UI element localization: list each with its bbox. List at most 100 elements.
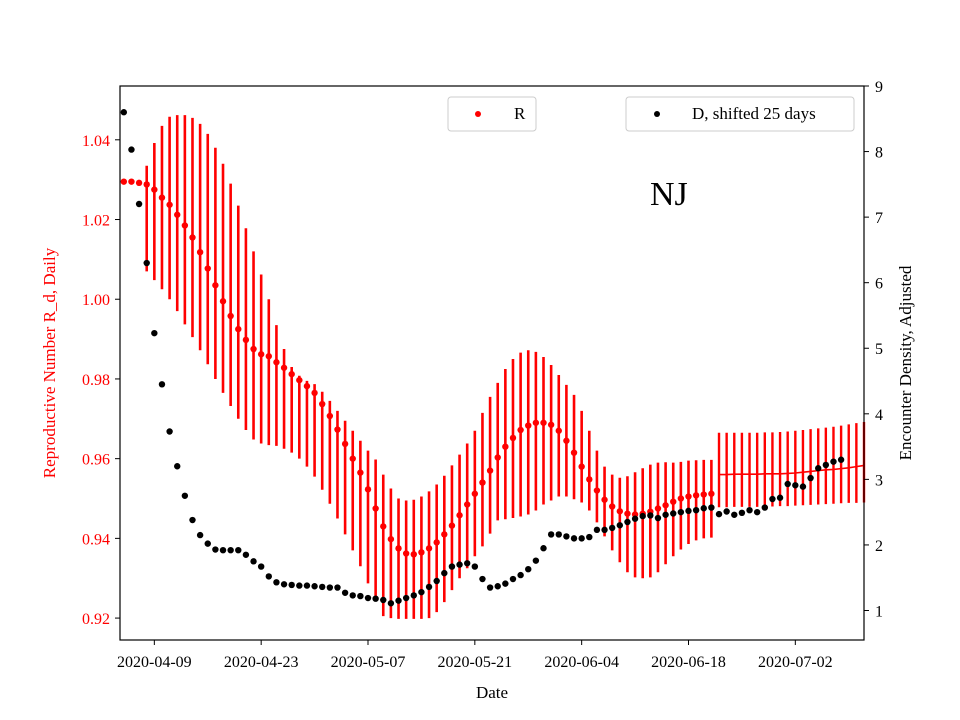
- r-point: [235, 325, 242, 333]
- d-point: [395, 597, 402, 604]
- d-point: [532, 557, 540, 564]
- d-point: [616, 522, 624, 529]
- d-point: [334, 584, 341, 591]
- d-point: [464, 560, 471, 567]
- r-point: [410, 551, 417, 558]
- r-point: [692, 492, 700, 499]
- r-point: [280, 364, 288, 371]
- y-right-tick-label: 7: [875, 210, 883, 227]
- r-point: [395, 545, 402, 552]
- r-point: [448, 522, 456, 529]
- y-left-tick-label: 1.02: [82, 213, 110, 230]
- d-point: [448, 563, 456, 570]
- d-point: [235, 546, 242, 554]
- r-point: [357, 469, 364, 476]
- r-point: [341, 440, 349, 448]
- y-right-tick-label: 2: [875, 538, 883, 555]
- d-point: [280, 581, 288, 588]
- d-point: [723, 508, 730, 515]
- d-point: [311, 583, 318, 590]
- x-tick-label: 2020-04-23: [224, 654, 299, 671]
- r-point: [135, 179, 143, 187]
- r-ext-line: [719, 464, 865, 476]
- legend-r-marker: [475, 111, 481, 117]
- d-point: [570, 535, 578, 542]
- r-point: [525, 422, 532, 429]
- d-point: [120, 109, 128, 116]
- d-point: [502, 580, 509, 587]
- r-point: [479, 479, 486, 486]
- d-point: [815, 465, 822, 472]
- d-point: [753, 508, 761, 516]
- d-point: [746, 506, 753, 514]
- y-left-tick-label: 0.94: [82, 531, 110, 548]
- y-right-tick-label: 6: [875, 276, 883, 293]
- r-point: [624, 510, 631, 517]
- x-tick-label: 2020-05-07: [331, 654, 406, 671]
- d-point: [479, 575, 486, 583]
- d-point: [410, 592, 417, 599]
- d-point: [601, 526, 608, 534]
- r-point: [555, 427, 562, 434]
- d-point: [547, 531, 555, 538]
- r-point: [402, 550, 410, 557]
- d-point: [273, 579, 280, 586]
- d-point: [692, 506, 700, 514]
- d-point: [319, 583, 326, 591]
- d-point: [135, 200, 143, 208]
- x-tick-label: 2020-06-04: [544, 654, 619, 671]
- d-point: [242, 551, 250, 558]
- d-point: [708, 504, 715, 511]
- r-point: [242, 336, 250, 344]
- d-point: [792, 482, 799, 489]
- r-point: [372, 505, 379, 512]
- d-point: [341, 589, 349, 596]
- y-left-tick-label: 1.00: [82, 292, 110, 309]
- r-point: [502, 443, 509, 450]
- y-left-tick-label: 0.92: [82, 611, 110, 628]
- r-point: [174, 211, 181, 218]
- legend-d-label: D, shifted 25 days: [692, 104, 816, 123]
- r-point: [349, 455, 356, 462]
- r-point: [296, 376, 303, 384]
- r-point: [143, 181, 150, 188]
- d-point: [624, 518, 631, 526]
- d-point: [738, 509, 746, 517]
- d-point: [517, 571, 524, 579]
- d-point: [586, 533, 593, 541]
- d-point: [456, 561, 463, 568]
- r-point: [380, 523, 387, 530]
- y-left-tick-label: 1.04: [82, 133, 110, 150]
- d-point: [662, 511, 669, 518]
- d-point: [731, 511, 738, 518]
- d-point: [540, 545, 547, 552]
- y-left-tick-label: 0.98: [82, 372, 110, 389]
- x-axis-label: Date: [476, 683, 508, 702]
- d-point: [181, 492, 189, 499]
- legend-d-marker: [654, 111, 660, 117]
- r-point: [219, 298, 227, 305]
- d-point: [494, 583, 501, 590]
- r-point: [593, 487, 601, 494]
- r-point: [311, 389, 318, 397]
- d-point: [219, 546, 227, 554]
- d-point: [441, 569, 448, 577]
- d-point: [364, 594, 372, 602]
- r-point: [670, 498, 677, 505]
- d-point: [158, 381, 166, 388]
- r-point: [570, 449, 578, 456]
- d-point: [387, 600, 395, 607]
- d-point: [174, 463, 181, 470]
- legend-d: D, shifted 25 days: [625, 96, 855, 132]
- r-point: [204, 265, 211, 272]
- r-point: [464, 501, 471, 508]
- d-point: [433, 577, 440, 585]
- y-right-tick-label: 3: [875, 472, 883, 489]
- d-point: [380, 596, 387, 604]
- r-point: [578, 463, 585, 470]
- r-point: [708, 490, 715, 497]
- d-point: [418, 588, 425, 596]
- y-right-tick-label: 8: [875, 145, 883, 162]
- d-point: [128, 146, 135, 153]
- d-point: [212, 546, 219, 553]
